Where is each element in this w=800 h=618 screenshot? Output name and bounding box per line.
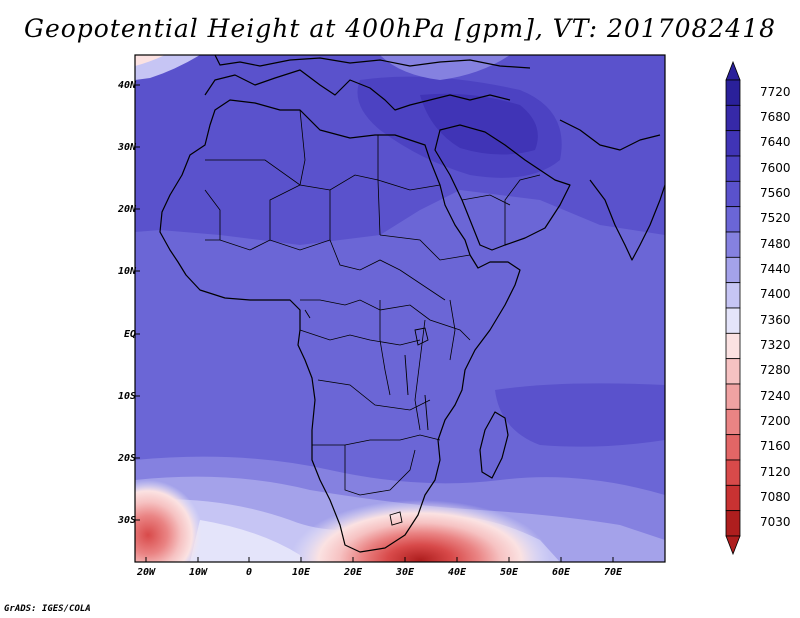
map-title: Geopotential Height at 400hPa [gpm], VT:… xyxy=(23,14,777,43)
lesotho-outline xyxy=(389,511,403,526)
lon-label-50e: 50E xyxy=(499,567,519,578)
colorbar-label: 7680 xyxy=(760,110,791,124)
colorbar-swatch xyxy=(725,358,741,385)
axis-ticks xyxy=(135,84,614,562)
colorbar-label: 7240 xyxy=(760,388,791,403)
madagascar-coast xyxy=(479,411,509,479)
colorbar-swatch xyxy=(725,510,741,537)
colorbar-label: 7560 xyxy=(760,186,791,200)
lon-label-20w: 20W xyxy=(136,567,156,578)
coastlines xyxy=(159,55,665,553)
lat-label-20s: 20S xyxy=(117,453,136,464)
colorbar-label: 7520 xyxy=(760,211,791,226)
colorbar-label: 7160 xyxy=(760,439,791,454)
lat-label-30n: 30N xyxy=(117,142,136,153)
lon-label-30e: 30E xyxy=(395,567,415,578)
credit-text: GrADS: IGES/COLA xyxy=(4,604,91,614)
field-southwest-low xyxy=(135,480,203,562)
lat-label-10s: 10S xyxy=(117,391,136,402)
colorbar-swatch xyxy=(725,180,741,208)
colorbar-swatch xyxy=(725,332,741,360)
field-nw-pale xyxy=(135,55,200,80)
lakes-islands xyxy=(304,309,429,526)
lon-label-0: 0 xyxy=(245,567,253,578)
colorbar-label: 7640 xyxy=(760,135,791,150)
lat-label-30s: 30S xyxy=(117,515,136,526)
lat-label-eq: EQ xyxy=(123,329,136,340)
colorbar-swatch xyxy=(725,206,741,233)
lon-label-20e: 20E xyxy=(343,567,363,578)
height-field xyxy=(135,55,665,562)
colorbar-label: 7080 xyxy=(760,490,791,504)
colorbar-bottom-arrow xyxy=(725,535,741,556)
map-frame xyxy=(134,54,666,563)
lon-label-10e: 10E xyxy=(291,567,311,578)
colorbar-label: 7480 xyxy=(760,236,791,251)
colorbar-swatch xyxy=(725,383,741,410)
lake-tanganyika xyxy=(404,354,409,396)
colorbar-swatch xyxy=(725,307,741,334)
colorbar xyxy=(725,60,741,556)
europe-coast xyxy=(204,69,511,111)
colorbar-label: 7200 xyxy=(760,414,791,428)
colorbar-label: 7400 xyxy=(760,287,791,302)
bioko xyxy=(304,309,311,319)
colorbar-swatch xyxy=(725,256,741,284)
colorbar-label: 7320 xyxy=(760,338,791,352)
colorbar-label: 7030 xyxy=(760,515,791,530)
colorbar-swatch xyxy=(725,282,741,309)
lat-label-40n: 40N xyxy=(117,80,136,91)
africa-coast xyxy=(159,99,521,553)
colorbar-top-arrow xyxy=(725,60,741,81)
colorbar-swatch xyxy=(725,155,741,182)
colorbar-swatch xyxy=(725,104,741,132)
colorbar-label: 7280 xyxy=(760,363,791,378)
colorbar-swatch xyxy=(725,434,741,461)
field-arabia-core xyxy=(420,93,538,155)
field-south-low xyxy=(290,500,550,562)
colorbar-label: 7440 xyxy=(760,262,791,276)
country-borders xyxy=(204,109,541,496)
arabia-coast xyxy=(434,124,571,251)
colorbar-swatch xyxy=(725,484,741,512)
colorbar-label: 7360 xyxy=(760,312,791,327)
india-coast xyxy=(589,179,665,261)
lon-label-60e: 60E xyxy=(551,567,571,578)
colorbar-swatch xyxy=(725,130,741,157)
colorbar-label: 7120 xyxy=(760,464,791,479)
colorbar-swatch xyxy=(725,408,741,436)
lon-label-70e: 70E xyxy=(603,567,623,578)
colorbar-swatch xyxy=(725,79,741,106)
lat-label-10n: 10N xyxy=(117,266,136,277)
lon-label-10w: 10W xyxy=(188,567,208,578)
field-ocean-high xyxy=(495,383,665,447)
colorbar-swatch xyxy=(725,231,741,258)
lon-label-40e: 40E xyxy=(447,567,467,578)
lat-label-20n: 20N xyxy=(117,204,136,215)
lake-malawi xyxy=(424,394,429,431)
colorbar-label: 7600 xyxy=(760,160,791,175)
lake-victoria xyxy=(414,327,429,346)
colorbar-swatch xyxy=(725,459,741,486)
colorbar-label: 7720 xyxy=(760,84,791,99)
